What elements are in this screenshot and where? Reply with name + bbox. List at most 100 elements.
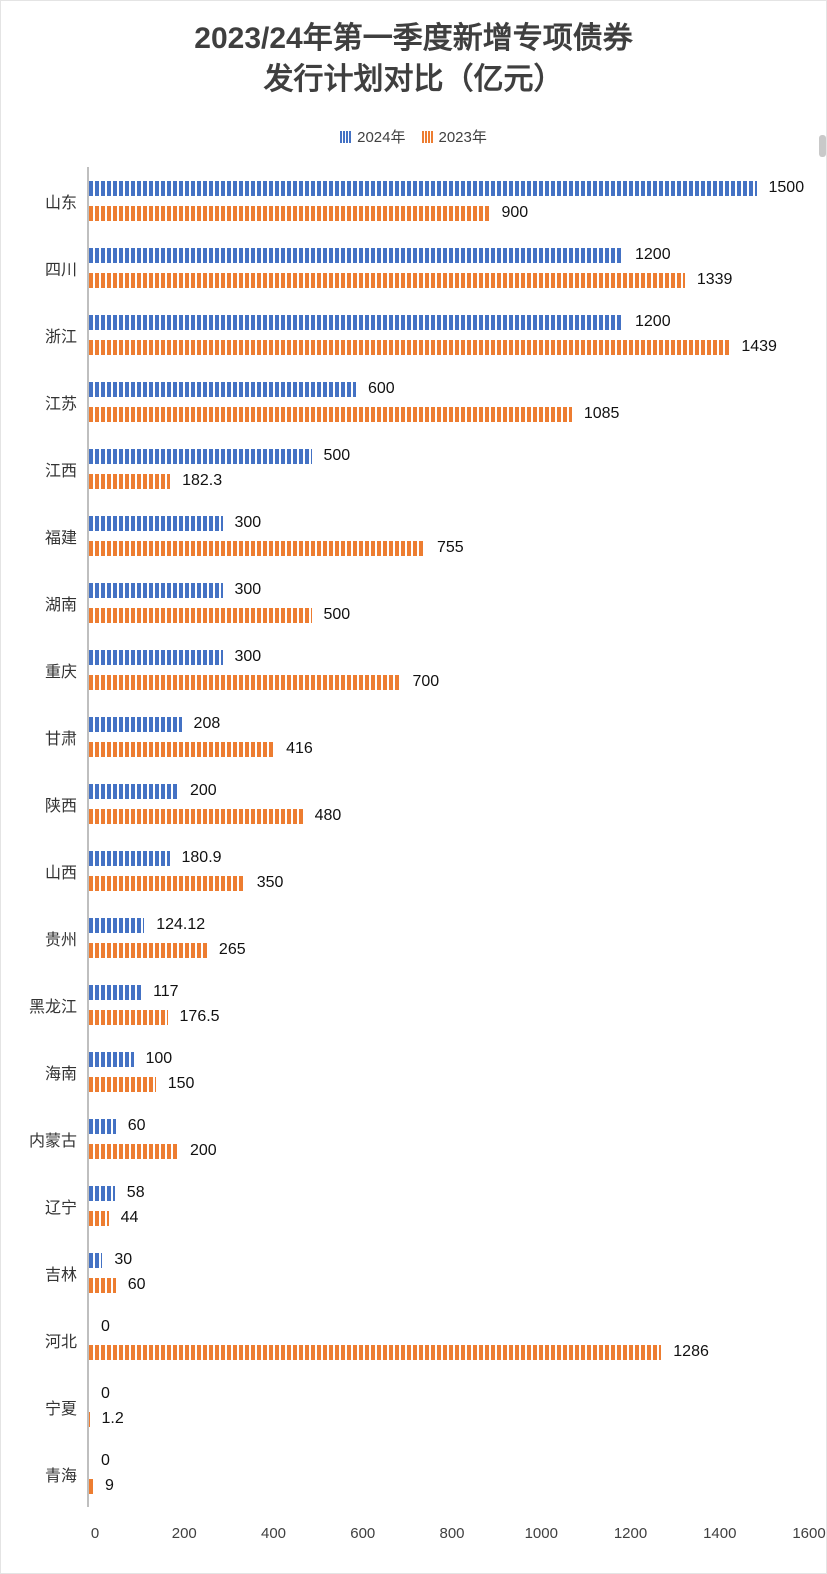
bar-2023年 — [89, 1143, 178, 1159]
bar-2024年 — [89, 1051, 134, 1067]
bar-2023年 — [89, 875, 245, 891]
bar-2023年 — [89, 272, 685, 288]
chart-row: 山东 1500 900 — [9, 167, 826, 234]
bar-line: 1200 — [89, 246, 801, 263]
chart-row: 河北 0 1286 — [9, 1306, 826, 1373]
value-label: 500 — [323, 447, 351, 464]
value-label: 1286 — [673, 1343, 709, 1360]
category-label: 四川 — [44, 261, 77, 279]
chart-title: 2023/24年第一季度新增专项债券 发行计划对比（亿元） — [1, 19, 826, 100]
bar-line: 265 — [89, 941, 801, 958]
bar-line: 0 — [89, 1318, 801, 1335]
bar-line: 44 — [89, 1209, 801, 1226]
category-label: 江西 — [44, 462, 77, 480]
chart-area: 山东 1500 900 四川 1200 1339 浙江 1200 1439 江苏 600 1085 江西… — [1, 167, 826, 1553]
bar-group: 60 200 — [87, 1105, 801, 1172]
bar-line: 1339 — [89, 271, 801, 288]
bar-line: 600 — [89, 380, 801, 397]
bar-2023年 — [89, 1076, 156, 1092]
bar-2023年 — [89, 406, 572, 422]
bar-line: 60 — [89, 1117, 801, 1134]
bar-line: 0 — [89, 1385, 801, 1402]
bar-group: 1500 900 — [87, 167, 804, 234]
chart-row: 青海 0 9 — [9, 1440, 826, 1507]
x-tick-label: 600 — [350, 1525, 376, 1542]
value-label: 180.9 — [181, 849, 222, 866]
value-label: 150 — [167, 1075, 195, 1092]
bar-line: 200 — [89, 1142, 801, 1159]
bar-2024年 — [89, 582, 223, 598]
bar-group: 1200 1439 — [87, 301, 801, 368]
bar-group: 200 480 — [87, 770, 801, 837]
value-label: 500 — [323, 606, 351, 623]
bar-line: 350 — [89, 874, 801, 891]
legend-label-2023: 2023年 — [438, 129, 487, 146]
bar-line: 1085 — [89, 405, 801, 422]
bar-group: 100 150 — [87, 1038, 801, 1105]
value-label: 0 — [101, 1385, 110, 1402]
bar-2024年 — [89, 314, 623, 330]
scrollbar-thumb[interactable] — [819, 135, 826, 157]
value-label: 1200 — [635, 313, 671, 330]
x-tick-label: 800 — [439, 1525, 465, 1542]
x-tick-label: 1000 — [524, 1525, 558, 1542]
x-tick-label: 0 — [90, 1525, 100, 1542]
chart-legend: 2024年 2023年 — [1, 126, 826, 147]
bar-line: 1439 — [89, 338, 801, 355]
category-label: 山东 — [44, 194, 77, 212]
bar-line: 176.5 — [89, 1008, 801, 1025]
value-label: 0 — [101, 1452, 110, 1469]
bar-line: 9 — [89, 1477, 801, 1494]
bar-line: 480 — [89, 807, 801, 824]
chart-row: 海南 100 150 — [9, 1038, 826, 1105]
value-label: 0 — [101, 1318, 110, 1335]
value-label: 300 — [234, 648, 262, 665]
bar-group: 117 176.5 — [87, 971, 801, 1038]
bar-2024年 — [89, 1118, 116, 1134]
bar-line: 416 — [89, 740, 801, 757]
bar-group: 0 1286 — [87, 1306, 801, 1373]
bar-2024年 — [89, 180, 757, 196]
bar-line: 208 — [89, 715, 801, 732]
chart-row: 福建 300 755 — [9, 502, 826, 569]
value-label: 200 — [190, 782, 217, 799]
value-label: 1.2 — [101, 1410, 124, 1427]
value-label: 60 — [127, 1276, 146, 1293]
value-label: 1439 — [741, 338, 777, 355]
bar-line: 200 — [89, 782, 801, 799]
chart-row: 吉林 30 60 — [9, 1239, 826, 1306]
bar-line: 124.12 — [89, 916, 801, 933]
category-label: 陕西 — [44, 797, 77, 815]
bar-line: 300 — [89, 581, 801, 598]
bar-2023年 — [89, 1411, 90, 1427]
bar-line: 500 — [89, 447, 801, 464]
bar-2024年 — [89, 247, 623, 263]
bar-line: 150 — [89, 1075, 801, 1092]
bar-2023年 — [89, 540, 425, 556]
value-label: 700 — [412, 673, 440, 690]
bar-2024年 — [89, 515, 223, 531]
bar-2024年 — [89, 783, 178, 799]
bar-group: 208 416 — [87, 703, 801, 770]
chart-row: 重庆 300 700 — [9, 636, 826, 703]
bar-line: 30 — [89, 1251, 801, 1268]
chart-row: 湖南 300 500 — [9, 569, 826, 636]
value-label: 416 — [286, 740, 313, 757]
chart-row: 宁夏 0 1.2 — [9, 1373, 826, 1440]
bar-2023年 — [89, 1344, 662, 1360]
bar-2024年 — [89, 448, 312, 464]
value-label: 124.12 — [156, 916, 206, 933]
chart-row: 山西 180.9 350 — [9, 837, 826, 904]
chart-title-line2: 发行计划对比（亿元） — [263, 62, 564, 96]
category-label: 河北 — [44, 1333, 77, 1351]
bar-2024年 — [89, 984, 142, 1000]
category-label: 吉林 — [44, 1266, 77, 1284]
chart-row: 浙江 1200 1439 — [9, 301, 826, 368]
value-label: 265 — [218, 941, 246, 958]
bar-2023年 — [89, 1210, 109, 1226]
bar-line: 0 — [89, 1452, 801, 1469]
bar-group: 300 700 — [87, 636, 801, 703]
category-label: 甘肃 — [44, 730, 77, 748]
